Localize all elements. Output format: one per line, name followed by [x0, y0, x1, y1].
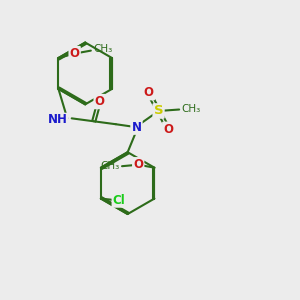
Text: O: O — [144, 86, 154, 99]
Text: CH₃: CH₃ — [93, 44, 112, 54]
Text: O: O — [70, 47, 80, 60]
Text: N: N — [131, 121, 142, 134]
Text: S: S — [154, 104, 164, 118]
Text: Cl: Cl — [113, 194, 125, 207]
Text: CH₃: CH₃ — [182, 103, 201, 114]
Text: O: O — [95, 95, 105, 108]
Text: CH₃: CH₃ — [100, 160, 120, 171]
Text: O: O — [133, 158, 143, 171]
Text: NH: NH — [48, 113, 68, 126]
Text: O: O — [163, 123, 173, 136]
